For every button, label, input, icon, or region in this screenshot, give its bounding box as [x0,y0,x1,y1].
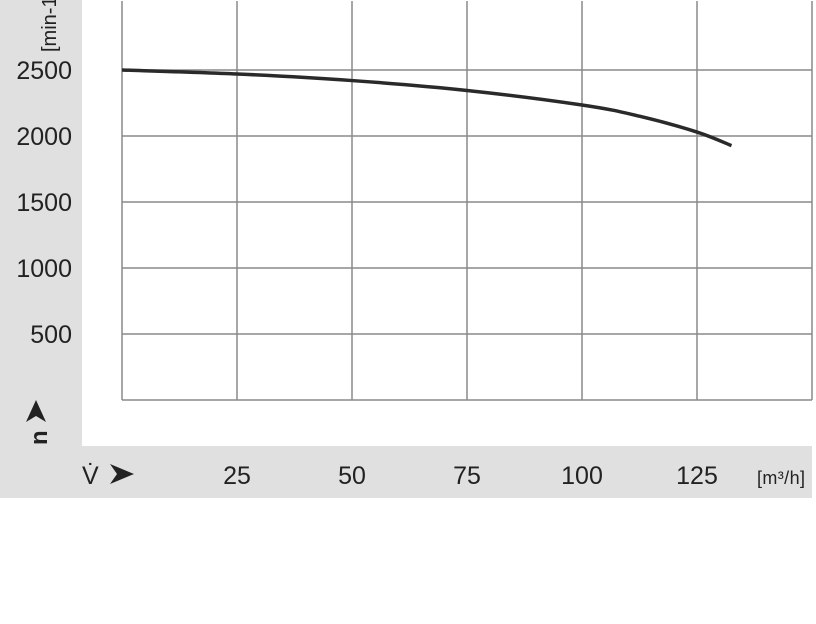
x-tick-label: 100 [561,462,603,490]
y-tick-label: 500 [30,321,72,349]
y-tick-label: 1500 [16,189,72,217]
y-tick-label: 2000 [16,123,72,151]
y-unit-text: [min-1] [39,0,61,52]
y-axis-label: n [26,430,53,445]
x-ticks: 25 50 75 100 125 [223,462,718,490]
y-tick-label: 2500 [16,57,72,85]
series-line [121,68,733,148]
y-tick-label: 1000 [16,255,72,283]
y-axis-band [0,0,82,446]
y-axis-arrow-icon [26,400,46,422]
y-unit-label: [min-1] [39,0,61,52]
y-ticks: 500 1000 1500 2000 2500 [16,57,72,349]
x-tick-label: 125 [676,462,718,490]
x-tick-label: 50 [338,462,366,490]
x-axis-band [0,446,812,498]
x-axis-arrow-icon [110,464,134,484]
x-tick-label: 25 [223,462,251,490]
x-tick-label: 75 [453,462,481,490]
grid [121,1,813,401]
x-unit-label: [m³/h] [757,468,805,488]
x-axis-label: V̇ [82,461,99,490]
